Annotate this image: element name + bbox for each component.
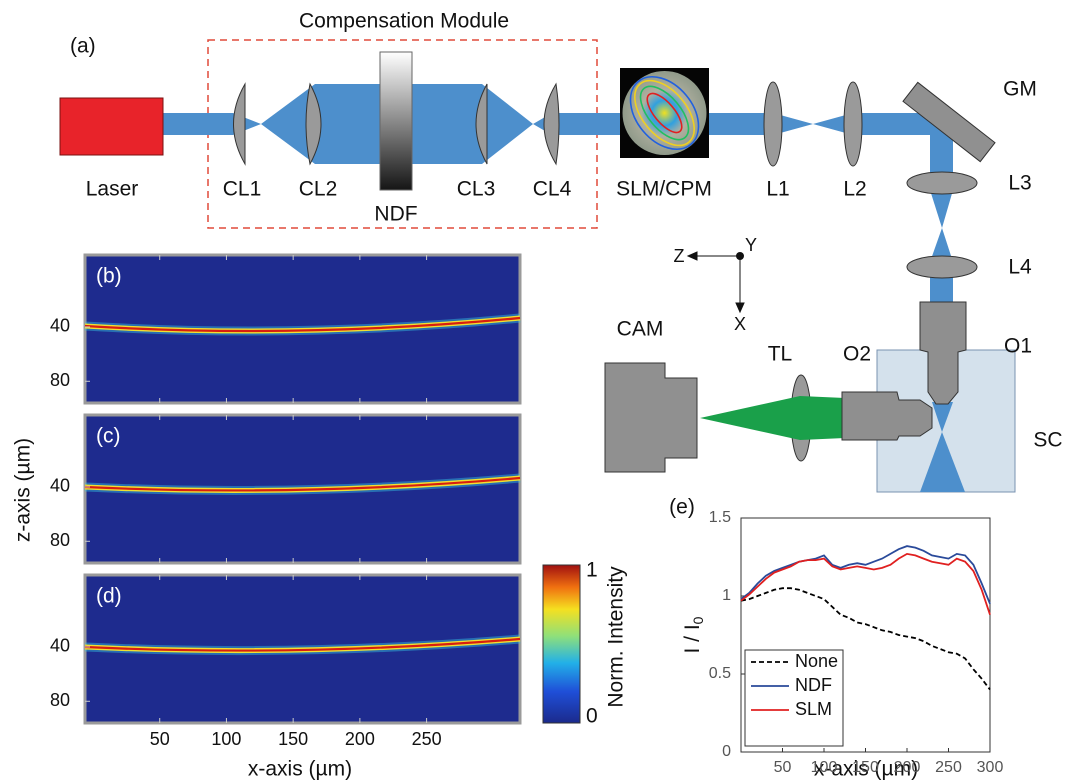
y-axis-title: I / I0 <box>681 616 706 653</box>
setup-diagram: (a) Compensation Module <box>59 10 1063 493</box>
axis-label: Y <box>745 235 757 255</box>
label: CL3 <box>457 178 496 201</box>
light-sheet <box>84 637 521 652</box>
label: TL <box>768 343 793 366</box>
panel-label: (c) <box>96 425 121 448</box>
x-tick-label: 150 <box>278 729 308 749</box>
y-tick-label: 1 <box>722 587 731 604</box>
x-tick-label: 150 <box>852 759 879 776</box>
y-axis-title-main: I / I <box>681 624 704 653</box>
label: O2 <box>843 343 871 366</box>
colorbar-title: Norm. Intensity <box>605 566 628 708</box>
label: O1 <box>1004 335 1032 358</box>
data-line <box>740 552 991 615</box>
slm <box>620 68 709 158</box>
label: GM <box>1003 78 1037 101</box>
galvo-mirror <box>902 81 996 163</box>
y-tick-label: 0.5 <box>709 665 731 682</box>
detection-beam <box>700 396 845 440</box>
label: CL1 <box>223 178 262 201</box>
y-axis-title-sub: 0 <box>690 616 706 624</box>
y-tick-label: 40 <box>50 316 70 336</box>
beam <box>920 432 965 492</box>
x-axis-title: x-axis (µm) <box>248 758 352 781</box>
camera <box>604 362 698 473</box>
coordinate-axes <box>686 251 745 314</box>
data-line <box>740 587 991 691</box>
legend-label: NDF <box>795 675 832 695</box>
axis-label: Z <box>674 246 685 266</box>
x-tick-label: 50 <box>150 729 170 749</box>
panel-label: (d) <box>96 585 122 608</box>
module-label: Compensation Module <box>299 10 509 33</box>
label: L2 <box>843 178 866 201</box>
label: SLM/CPM <box>616 178 712 201</box>
beam <box>163 84 953 304</box>
label: L1 <box>766 178 789 201</box>
ndf-filter <box>379 51 413 191</box>
y-tick-label: 40 <box>50 476 70 496</box>
label: CL2 <box>299 178 338 201</box>
panel-label: (e) <box>669 496 695 519</box>
y-tick-label: 80 <box>50 690 70 710</box>
panel-label: (b) <box>96 265 122 288</box>
label: CL4 <box>533 178 572 201</box>
label: NDF <box>374 203 417 226</box>
y-tick-label: 40 <box>50 636 70 656</box>
x-tick-label: 250 <box>412 729 442 749</box>
legend <box>744 649 844 747</box>
label: L3 <box>1008 172 1031 195</box>
objective <box>841 301 967 441</box>
label: L4 <box>1008 256 1032 279</box>
label: Laser <box>86 178 139 201</box>
y-tick-label: 0 <box>722 743 731 760</box>
x-tick-label: 250 <box>935 759 962 776</box>
y-tick-label: 80 <box>50 370 70 390</box>
x-tick-label: 200 <box>894 759 921 776</box>
y-tick-label: 80 <box>50 530 70 550</box>
laser <box>59 97 164 156</box>
light-sheet <box>84 476 521 492</box>
colorbar <box>542 564 581 724</box>
legend-label: None <box>795 651 838 671</box>
x-tick-label: 300 <box>977 759 1004 776</box>
legend-label: SLM <box>795 699 832 719</box>
data-line <box>740 545 991 605</box>
x-tick-label: 100 <box>211 729 241 749</box>
colorbar-tick-label: 0 <box>586 705 598 728</box>
beam <box>932 402 953 432</box>
axis-label: X <box>734 314 746 334</box>
label: SC <box>1033 429 1062 452</box>
label: CAM <box>617 318 664 341</box>
component-labels: Laser CL1 CL2 NDF CL3 CL4 SLM/CPM L1 L2 … <box>86 78 1063 452</box>
light-sheet <box>84 316 521 333</box>
x-tick-label: 50 <box>774 759 792 776</box>
panel-label: (a) <box>70 35 96 58</box>
x-tick-label: 100 <box>811 759 838 776</box>
x-axis-title: x-axis (µm) <box>814 758 918 781</box>
y-axis-title: z-axis (µm) <box>12 438 35 542</box>
colorbar-tick-label: 1 <box>586 559 598 582</box>
x-tick-label: 200 <box>345 729 375 749</box>
y-tick-label: 1.5 <box>709 509 731 526</box>
